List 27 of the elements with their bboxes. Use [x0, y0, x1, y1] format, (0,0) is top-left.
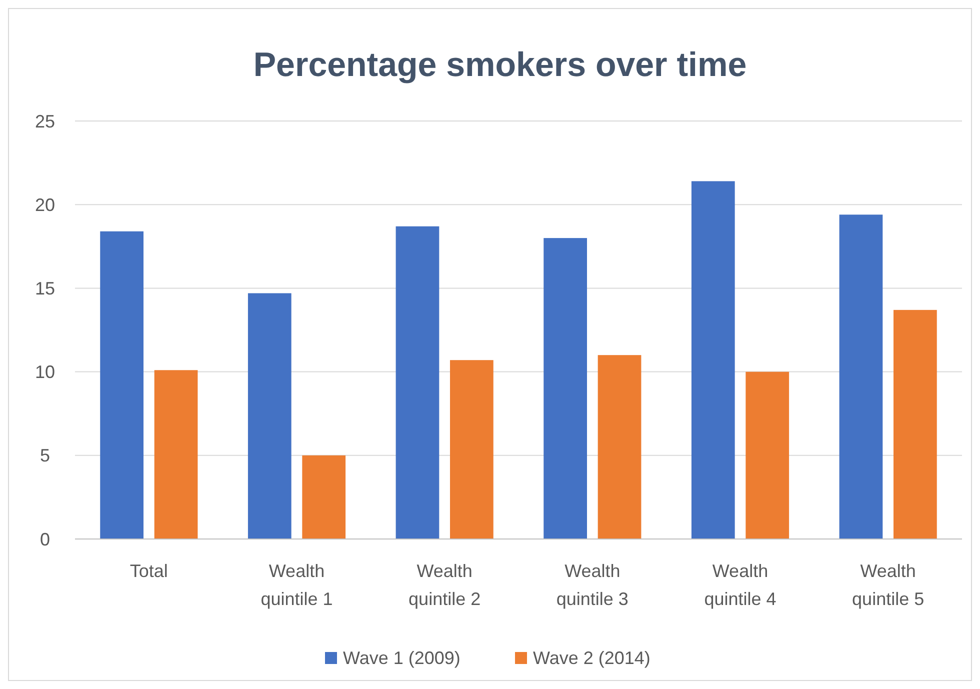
bar — [894, 310, 937, 539]
y-tick-label: 15 — [34, 278, 56, 298]
bar — [839, 214, 883, 539]
bar — [248, 293, 292, 539]
x-tick-label: Wealth quintile 3 — [556, 561, 628, 609]
x-tick-label: Wealth quintile 4 — [704, 561, 776, 609]
bar — [746, 372, 790, 539]
chart-title: Percentage smokers over time — [253, 46, 747, 84]
x-tick-label: Wealth quintile 5 — [852, 561, 924, 609]
x-tick-label: Total — [130, 561, 168, 581]
y-tick-label: 0 — [40, 529, 50, 550]
x-tick-label: Wealth quintile 2 — [408, 561, 481, 609]
legend-label: Wave 1 (2009) — [343, 648, 460, 668]
bar — [154, 370, 198, 539]
y-tick-label: 5 — [40, 446, 50, 466]
x-tick-label: Wealth quintile 1 — [260, 561, 333, 609]
bar — [691, 181, 735, 539]
bar — [544, 238, 587, 539]
bar — [598, 355, 642, 539]
bar — [302, 455, 346, 539]
bar — [396, 226, 440, 539]
y-tick-label: 25 — [34, 111, 56, 132]
y-tick-label: 20 — [34, 194, 56, 215]
bar — [450, 360, 494, 539]
legend-label: Wave 2 (2014) — [533, 648, 650, 668]
bar — [100, 231, 144, 539]
y-tick-label: 10 — [34, 362, 56, 382]
